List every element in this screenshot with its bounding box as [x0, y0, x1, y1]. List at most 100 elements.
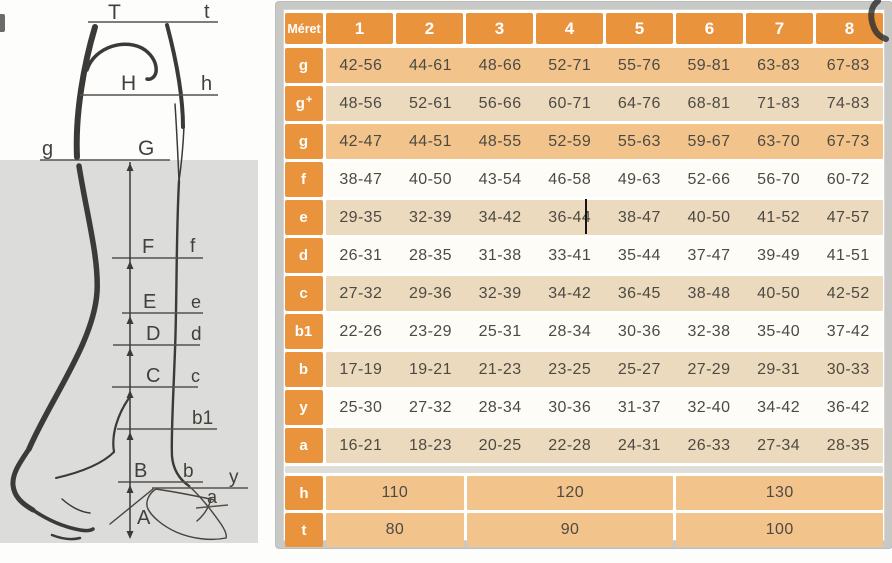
text-cursor-artifact [585, 199, 587, 234]
size-cell: 67-83 [826, 56, 870, 74]
header-meret-label: Méret [285, 13, 323, 44]
header-size-6: 6 [676, 13, 743, 44]
size-cell: 46-58 [548, 170, 592, 188]
span-cell: 100 [676, 513, 883, 547]
table-row-t: t 80 90 100 [285, 513, 883, 547]
size-cell: 59-81 [687, 56, 731, 74]
table-row-c: c 27-32 29-36 32-39 34-42 36-45 38-48 40… [285, 276, 883, 311]
header-size-3: 3 [466, 13, 533, 44]
header-size-5: 5 [606, 13, 673, 44]
size-cell: 34-42 [757, 398, 801, 416]
size-cell: 36-44 [548, 208, 592, 226]
size-cell: 48-56 [339, 94, 383, 112]
size-cell: 31-38 [478, 246, 522, 264]
size-cell: 28-34 [548, 322, 592, 340]
size-cell: 42-56 [339, 56, 383, 74]
size-cell: 63-83 [757, 56, 801, 74]
size-cell: 28-35 [826, 436, 870, 454]
size-cell: 22-26 [339, 322, 383, 340]
size-cell: 29-36 [408, 284, 452, 302]
size-cell: 52-61 [408, 94, 452, 112]
leg-outline [10, 23, 191, 541]
size-cell: 40-50 [757, 284, 801, 302]
size-cell: 60-71 [548, 94, 592, 112]
size-cell: 28-34 [478, 398, 522, 416]
span-cell: 90 [466, 513, 674, 547]
row-label-g2: g [285, 124, 323, 159]
header-size-4: 4 [536, 13, 603, 44]
size-cell: 35-40 [757, 322, 801, 340]
size-cell: 33-41 [548, 246, 592, 264]
size-cell: 29-35 [339, 208, 383, 226]
table-section-divider [285, 466, 883, 473]
size-cell: 22-28 [548, 436, 592, 454]
size-cell: 67-73 [826, 132, 870, 150]
table-row-f: f 38-47 40-50 43-54 46-58 49-63 52-66 56… [285, 162, 883, 197]
size-cell: 52-71 [548, 56, 592, 74]
size-cell: 74-83 [826, 94, 870, 112]
size-cell: 55-76 [617, 56, 661, 74]
size-cell: 68-81 [687, 94, 731, 112]
size-cell: 16-21 [339, 436, 383, 454]
size-cell: 44-51 [408, 132, 452, 150]
size-cell: 60-72 [826, 170, 870, 188]
row-label-g-plus: g + [285, 86, 323, 121]
size-cell: 29-31 [757, 360, 801, 378]
size-cell: 27-34 [757, 436, 801, 454]
size-cell: 17-19 [339, 360, 383, 378]
size-cell: 38-48 [687, 284, 731, 302]
size-cell: 42-52 [826, 284, 870, 302]
size-cell: 40-50 [687, 208, 731, 226]
size-cell: 44-61 [408, 56, 452, 74]
size-cell: 34-42 [548, 284, 592, 302]
size-cell: 71-83 [757, 94, 801, 112]
size-cell: 64-76 [617, 94, 661, 112]
size-cell: 26-31 [339, 246, 383, 264]
size-cell: 34-42 [478, 208, 522, 226]
size-cell: 37-47 [687, 246, 731, 264]
size-cell: 38-47 [617, 208, 661, 226]
row-label-b: b [285, 352, 323, 387]
measurement-label-y: y [229, 467, 239, 488]
size-cell: 52-59 [548, 132, 592, 150]
size-cell: 55-63 [617, 132, 661, 150]
span-cell: 80 [326, 513, 464, 547]
table-row-a: a 16-21 18-23 20-25 22-28 24-31 26-33 27… [285, 428, 883, 463]
row-label-t: t [285, 513, 323, 547]
row-label-c: c [285, 276, 323, 311]
table-row-b: b 17-19 19-21 21-23 23-25 25-27 27-29 29… [285, 352, 883, 387]
measurement-label-f: f [190, 236, 196, 257]
table-header-row: Méret 1 2 3 4 5 6 7 8 [285, 13, 883, 44]
size-cell: 41-51 [826, 246, 870, 264]
measurement-label-B: B [134, 460, 147, 482]
size-cell: 52-66 [687, 170, 731, 188]
size-cell: 18-23 [408, 436, 452, 454]
size-cell: 20-25 [478, 436, 522, 454]
span-cell: 120 [466, 476, 674, 510]
table-row-g-plus: g + 48-56 52-61 56-66 60-71 64-76 68-81 7… [285, 86, 883, 121]
size-cell: 19-21 [408, 360, 452, 378]
measurement-label-e: e [191, 292, 201, 312]
size-cell: 63-70 [757, 132, 801, 150]
size-cell: 32-38 [687, 322, 731, 340]
size-cell: 36-45 [617, 284, 661, 302]
size-cell: 39-49 [757, 246, 801, 264]
leg-measurement-diagram: T t H h g G F f E e D d C c b1 B b y A a [0, 0, 270, 563]
size-cell: 41-52 [757, 208, 801, 226]
span-cell: 130 [676, 476, 883, 510]
span-cell: 110 [326, 476, 464, 510]
foot-outline [109, 485, 227, 541]
size-table-inner: Méret 1 2 3 4 5 6 7 8 g 42-56 44-61 48-6… [283, 9, 885, 547]
header-size-2: 2 [396, 13, 463, 44]
size-cell: 23-25 [548, 360, 592, 378]
measurement-label-T: T [108, 1, 121, 24]
size-cell: 32-39 [478, 284, 522, 302]
size-cell: 30-36 [548, 398, 592, 416]
table-row-h: h 110 120 130 [285, 476, 883, 510]
size-cell: 37-42 [826, 322, 870, 340]
size-cell: 59-67 [687, 132, 731, 150]
scan-edge-artifact [0, 14, 5, 32]
size-cell: 56-70 [757, 170, 801, 188]
size-cell: 40-50 [408, 170, 452, 188]
